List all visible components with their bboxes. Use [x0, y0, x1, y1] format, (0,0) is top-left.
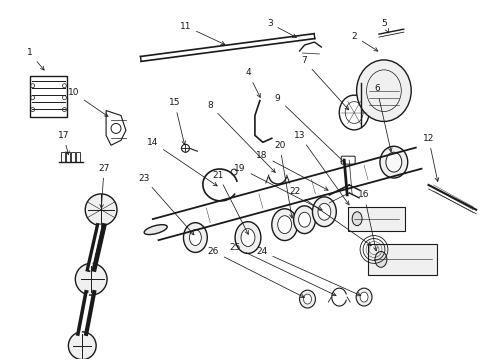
Text: 10: 10	[67, 88, 108, 116]
Text: 21: 21	[212, 171, 248, 234]
Text: 23: 23	[138, 174, 194, 235]
Ellipse shape	[189, 230, 201, 246]
Text: 9: 9	[274, 94, 344, 163]
Ellipse shape	[312, 197, 336, 227]
Ellipse shape	[277, 216, 291, 234]
Text: 26: 26	[207, 247, 304, 297]
Text: 4: 4	[244, 68, 260, 97]
Text: 16: 16	[358, 190, 376, 251]
Ellipse shape	[355, 288, 371, 306]
Ellipse shape	[299, 290, 315, 308]
Text: 14: 14	[147, 138, 217, 186]
FancyBboxPatch shape	[367, 243, 437, 275]
Text: 27: 27	[98, 163, 109, 208]
Text: 22: 22	[288, 188, 370, 246]
Ellipse shape	[303, 294, 311, 304]
Ellipse shape	[298, 212, 310, 227]
Text: 20: 20	[273, 141, 293, 218]
Text: 6: 6	[373, 84, 391, 152]
Ellipse shape	[241, 229, 254, 247]
Ellipse shape	[183, 223, 207, 252]
Text: 12: 12	[422, 134, 438, 181]
Text: 17: 17	[58, 131, 69, 155]
Ellipse shape	[385, 152, 401, 172]
Text: 5: 5	[380, 19, 388, 33]
Text: 13: 13	[293, 131, 348, 205]
Text: 25: 25	[229, 243, 335, 296]
Ellipse shape	[293, 206, 315, 234]
FancyBboxPatch shape	[347, 207, 404, 231]
Text: 19: 19	[234, 163, 322, 210]
Circle shape	[85, 194, 117, 226]
Text: 15: 15	[168, 98, 185, 145]
Ellipse shape	[356, 60, 410, 121]
Ellipse shape	[374, 251, 386, 267]
Text: 2: 2	[350, 32, 377, 51]
Text: 18: 18	[256, 151, 327, 190]
Circle shape	[75, 264, 107, 295]
Ellipse shape	[271, 209, 297, 240]
Ellipse shape	[317, 203, 330, 220]
Ellipse shape	[235, 222, 260, 253]
Text: 7: 7	[301, 57, 348, 110]
Ellipse shape	[359, 292, 367, 302]
Text: 24: 24	[256, 247, 360, 296]
Text: 3: 3	[266, 19, 296, 37]
Ellipse shape	[366, 70, 401, 112]
Circle shape	[68, 332, 96, 360]
Text: 11: 11	[180, 22, 224, 45]
Ellipse shape	[351, 212, 361, 226]
Text: 8: 8	[207, 101, 275, 172]
Text: 1: 1	[27, 49, 44, 70]
Ellipse shape	[144, 225, 167, 235]
Ellipse shape	[379, 146, 407, 178]
